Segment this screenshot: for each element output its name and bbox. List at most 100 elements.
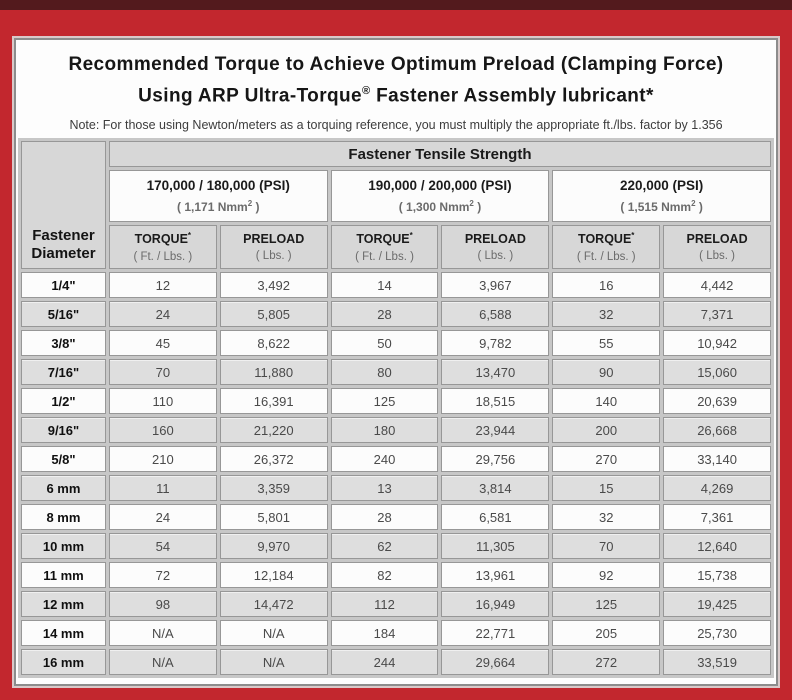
nmm-sup: 2 bbox=[469, 199, 474, 208]
value-cell: 50 bbox=[330, 330, 439, 356]
table-row: 12 mm 98 14,472 112 16,949 125 19,425 bbox=[21, 591, 771, 617]
psi-group-nmm: ( 1,300 Nmm2 ) bbox=[332, 199, 549, 214]
value-cell: 32 bbox=[552, 301, 661, 327]
value-cell: 14,472 bbox=[219, 591, 328, 617]
table-row: 11 mm 72 12,184 82 13,961 92 15,738 bbox=[21, 562, 771, 588]
nmm-sup: 2 bbox=[247, 199, 253, 208]
value-cell: 3,492 bbox=[219, 272, 328, 298]
registered-trademark-symbol: ® bbox=[361, 85, 371, 97]
value-cell: 110 bbox=[108, 388, 217, 414]
chart-sheet: Recommended Torque to Achieve Optimum Pr… bbox=[14, 38, 778, 686]
value-cell: 25,730 bbox=[663, 620, 771, 646]
torque-label: TORQUE* bbox=[332, 231, 438, 246]
value-cell: 19,425 bbox=[663, 591, 771, 617]
value-cell: 80 bbox=[330, 359, 439, 385]
value-cell: 205 bbox=[552, 620, 661, 646]
table-row: 10 mm 54 9,970 62 11,305 70 12,640 bbox=[21, 533, 771, 559]
value-cell: 270 bbox=[552, 446, 661, 472]
diameter-cell: 12 mm bbox=[21, 591, 106, 617]
torque-column-header: TORQUE* ( Ft. / Lbs. ) bbox=[108, 225, 217, 269]
table-row: 14 mm N/A N/A 184 22,771 205 25,730 bbox=[21, 620, 771, 646]
value-cell: 24 bbox=[108, 301, 217, 327]
table-row: 9/16" 160 21,220 180 23,944 200 26,668 bbox=[21, 417, 771, 443]
value-cell: 15,060 bbox=[663, 359, 771, 385]
value-cell: 29,664 bbox=[441, 649, 550, 675]
psi-group-row: 170,000 / 180,000 (PSI) ( 1,171 Nmm2 ) 1… bbox=[21, 170, 771, 222]
psi-group-label: 170,000 / 180,000 (PSI) bbox=[146, 178, 290, 193]
preload-column-header: PRELOAD ( Lbs. ) bbox=[663, 225, 771, 269]
value-cell: 16 bbox=[552, 272, 661, 298]
torque-unit: ( Ft. / Lbs. ) bbox=[355, 250, 414, 263]
value-cell: 8,622 bbox=[219, 330, 328, 356]
preload-label: PRELOAD bbox=[243, 232, 305, 246]
value-cell: 200 bbox=[552, 417, 661, 443]
psi-group-190-200: 190,000 / 200,000 (PSI) ( 1,300 Nmm2 ) bbox=[330, 170, 550, 222]
torque-unit: ( Ft. / Lbs. ) bbox=[576, 250, 636, 263]
table-row: 8 mm 24 5,801 28 6,581 32 7,361 bbox=[21, 504, 771, 530]
psi-group-170-180: 170,000 / 180,000 (PSI) ( 1,171 Nmm2 ) bbox=[108, 170, 328, 222]
preload-label: PRELOAD bbox=[464, 232, 526, 246]
value-cell: 7,361 bbox=[663, 504, 771, 530]
diameter-cell: 8 mm bbox=[21, 504, 106, 530]
value-cell: 272 bbox=[552, 649, 661, 675]
value-cell: 20,639 bbox=[663, 388, 771, 414]
top-dark-strip bbox=[0, 0, 792, 10]
value-cell: 26,372 bbox=[219, 446, 328, 472]
torque-label-text: TORQUE bbox=[356, 232, 410, 247]
value-cell: 12 bbox=[108, 272, 217, 298]
page-title-line1: Recommended Torque to Achieve Optimum Pr… bbox=[68, 54, 724, 75]
value-cell: 16,949 bbox=[441, 591, 550, 617]
value-cell: 11 bbox=[108, 475, 217, 501]
value-cell: 54 bbox=[108, 533, 217, 559]
preload-unit: ( Lbs. ) bbox=[255, 250, 292, 262]
nmm-sup: 2 bbox=[691, 199, 696, 208]
torque-column-header: TORQUE* ( Ft. / Lbs. ) bbox=[552, 225, 661, 269]
value-cell: 24 bbox=[108, 504, 217, 530]
value-cell: 140 bbox=[552, 388, 661, 414]
value-cell: 10,942 bbox=[663, 330, 771, 356]
value-cell: 33,140 bbox=[663, 446, 771, 472]
preload-column-header: PRELOAD ( Lbs. ) bbox=[441, 225, 550, 269]
tensile-strength-row: Fastener Diameter Fastener Tensile Stren… bbox=[21, 141, 771, 269]
value-cell: 28 bbox=[330, 301, 439, 327]
value-cell: 11,305 bbox=[441, 533, 550, 559]
value-cell: 125 bbox=[552, 591, 661, 617]
table-row: 1/4" 12 3,492 14 3,967 16 4,442 bbox=[21, 272, 771, 298]
nmm-open: ( 1,171 Nmm bbox=[177, 200, 248, 214]
diameter-cell: 11 mm bbox=[21, 562, 106, 588]
value-cell: 6,588 bbox=[441, 301, 550, 327]
value-cell: 3,359 bbox=[219, 475, 328, 501]
torque-label: TORQUE* bbox=[110, 231, 216, 246]
value-cell: 70 bbox=[108, 359, 217, 385]
value-cell: 23,944 bbox=[441, 417, 550, 443]
torque-column-header: TORQUE* ( Ft. / Lbs. ) bbox=[330, 225, 439, 269]
torque-asterisk: * bbox=[187, 231, 192, 241]
nmm-open: ( 1,300 Nmm bbox=[398, 200, 470, 214]
value-cell: 180 bbox=[330, 417, 439, 443]
table-row: 5/16" 24 5,805 28 6,588 32 7,371 bbox=[21, 301, 771, 327]
diameter-cell: 9/16" bbox=[21, 417, 106, 443]
diameter-cell: 5/16" bbox=[21, 301, 106, 327]
title-line2-pre: Using ARP Ultra-Torque bbox=[138, 85, 362, 107]
value-cell: 240 bbox=[330, 446, 439, 472]
table-row: 5/8" 210 26,372 240 29,756 270 33,140 bbox=[21, 446, 771, 472]
table-row: 16 mm N/A N/A 244 29,664 272 33,519 bbox=[21, 649, 771, 675]
diameter-cell: 16 mm bbox=[21, 649, 106, 675]
value-cell: N/A bbox=[219, 649, 328, 675]
torque-unit: ( Ft. / Lbs. ) bbox=[133, 250, 193, 263]
value-cell: 62 bbox=[330, 533, 439, 559]
psi-group-nmm: ( 1,171 Nmm2 ) bbox=[110, 199, 327, 214]
value-cell: 12,184 bbox=[219, 562, 328, 588]
value-cell: N/A bbox=[108, 649, 217, 675]
value-cell: 112 bbox=[330, 591, 439, 617]
table-row: 1/2" 110 16,391 125 18,515 140 20,639 bbox=[21, 388, 771, 414]
table-body: 1/4" 12 3,492 14 3,967 16 4,442 5/16" 24 5,805 28 6… bbox=[21, 272, 771, 675]
diameter-cell: 7/16" bbox=[21, 359, 106, 385]
table-row: 6 mm 11 3,359 13 3,814 15 4,269 bbox=[21, 475, 771, 501]
nmm-close: ) bbox=[473, 200, 482, 214]
value-cell: 244 bbox=[330, 649, 439, 675]
diameter-cell: 14 mm bbox=[21, 620, 106, 646]
value-cell: 6,581 bbox=[441, 504, 550, 530]
fastener-diameter-header-line2: Diameter bbox=[31, 245, 96, 262]
torque-asterisk: * bbox=[409, 231, 413, 241]
